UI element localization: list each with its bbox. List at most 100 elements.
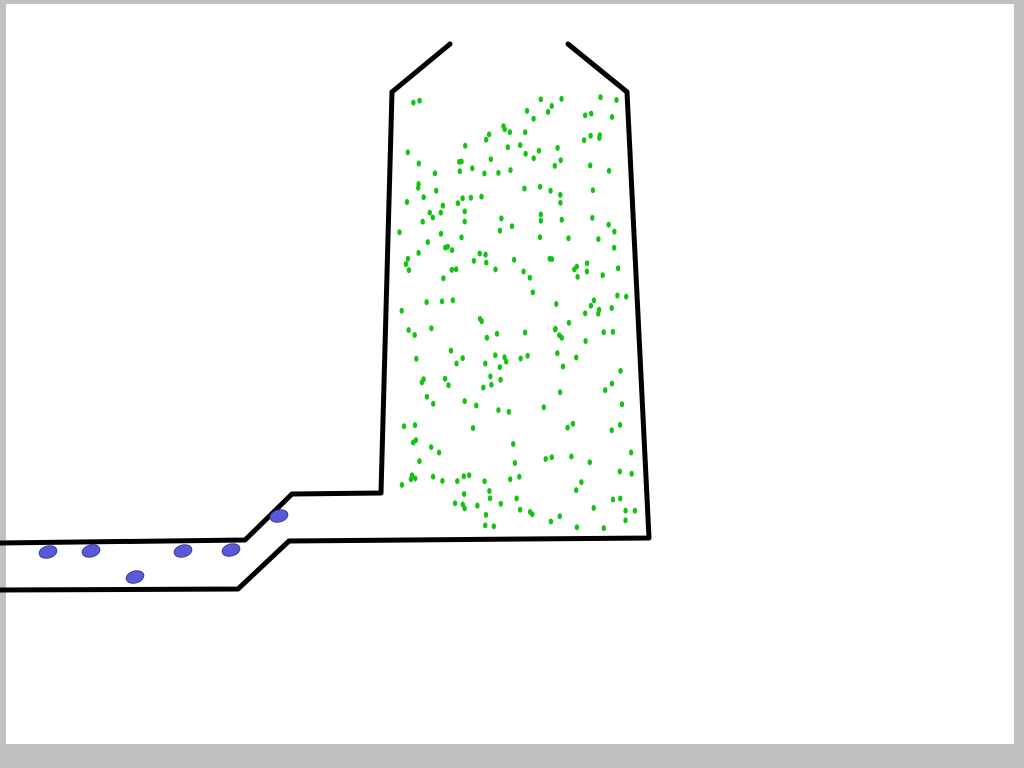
tower-particle <box>414 355 419 362</box>
tower-particle <box>632 507 638 514</box>
tower-particle <box>591 297 597 304</box>
tower-particle <box>523 129 528 136</box>
tower-particle <box>449 247 455 254</box>
tower-particle <box>416 184 421 191</box>
tower-particle <box>569 453 574 460</box>
tower-particle <box>460 355 465 362</box>
tower-particle <box>614 97 619 103</box>
tower-particle <box>491 523 496 530</box>
tower-particle <box>530 289 535 296</box>
tower-particle <box>524 107 530 114</box>
tower-particle <box>615 292 620 299</box>
tower-particle <box>570 420 576 427</box>
funnel-right-wall <box>565 41 630 95</box>
tower-particle <box>489 381 494 388</box>
tower-particle <box>545 108 551 115</box>
tower-particle <box>596 236 601 243</box>
tower-particle <box>606 221 611 228</box>
tower-particle <box>470 165 475 172</box>
tower-particle <box>462 398 467 405</box>
tower-particle <box>488 373 493 380</box>
vessel-walls <box>0 41 652 593</box>
tower-particle <box>521 268 526 275</box>
tower-particle <box>609 427 614 434</box>
pipe-particle <box>81 544 101 558</box>
tower-particle <box>413 437 419 444</box>
tower-particle <box>509 223 515 230</box>
tower-particle <box>549 454 554 461</box>
tower-particle <box>424 393 430 400</box>
tower-particle <box>617 421 623 428</box>
tower-particle <box>483 522 488 529</box>
tower-particle <box>538 217 544 224</box>
tower-particle <box>601 329 606 336</box>
tower-particle <box>457 168 462 175</box>
tower-particle <box>399 481 405 488</box>
tower-particle <box>450 297 455 304</box>
tower-particle <box>446 382 451 389</box>
tower-particle <box>434 187 439 194</box>
tower-particle <box>557 513 562 520</box>
tower-particle <box>547 255 552 262</box>
tower-particle <box>623 517 628 524</box>
tower-particle <box>596 306 602 313</box>
tower-particle <box>538 96 543 103</box>
tower-particle <box>421 194 426 201</box>
tower-particle <box>628 449 634 456</box>
tower-particle <box>467 472 472 479</box>
tower-particle <box>424 299 429 306</box>
tower-particle <box>497 364 502 371</box>
tower-particle <box>512 460 518 466</box>
tower-particle <box>617 468 622 475</box>
tower-particle <box>619 401 625 408</box>
tower-particle <box>445 243 450 250</box>
tower-particle <box>420 218 425 225</box>
tower-particle <box>406 267 412 274</box>
tower-particle <box>590 187 596 194</box>
tower-particle <box>482 478 487 485</box>
tower-particle <box>486 131 492 138</box>
tower-particle <box>541 404 546 411</box>
tower-particle <box>536 147 542 154</box>
tower-particle <box>603 387 608 394</box>
tower-particle <box>405 149 410 156</box>
tower-particle <box>609 305 614 311</box>
tower-particle <box>518 355 523 362</box>
tower-particle <box>588 162 593 169</box>
tower-particle <box>442 375 448 382</box>
tower-particle <box>399 307 404 314</box>
tower-particle <box>483 360 488 367</box>
tower-particle <box>440 477 445 484</box>
tower-particle <box>417 97 422 104</box>
tower-particle <box>454 360 459 367</box>
tower-particle <box>615 265 621 272</box>
tower-particle <box>525 352 530 359</box>
tower-particle <box>537 183 543 190</box>
tower-particle <box>618 495 623 502</box>
tower-particle <box>438 209 443 216</box>
tower-particle <box>431 400 436 407</box>
tower-particle <box>511 256 517 263</box>
tower-particle <box>591 504 596 511</box>
tower-particle <box>517 473 522 480</box>
tower-particle <box>496 407 501 414</box>
tower-particle <box>453 266 459 273</box>
tower-particle <box>405 255 411 262</box>
tower-particle <box>588 132 593 139</box>
tower-particle <box>439 298 445 305</box>
tower-particle <box>548 187 553 194</box>
tower-particle <box>559 216 564 223</box>
tower-particle <box>461 473 466 480</box>
tower-particle <box>411 99 416 106</box>
tower-particle <box>488 156 493 163</box>
pipe-particle <box>173 544 193 558</box>
tower-particle <box>566 235 571 242</box>
tower-particle <box>430 214 435 221</box>
tower-particle <box>479 193 484 200</box>
tower-particle <box>623 507 628 514</box>
tower-particle <box>432 170 438 177</box>
tower-particle <box>538 211 543 218</box>
tower-particle <box>468 194 474 201</box>
tower-particle <box>459 234 464 241</box>
